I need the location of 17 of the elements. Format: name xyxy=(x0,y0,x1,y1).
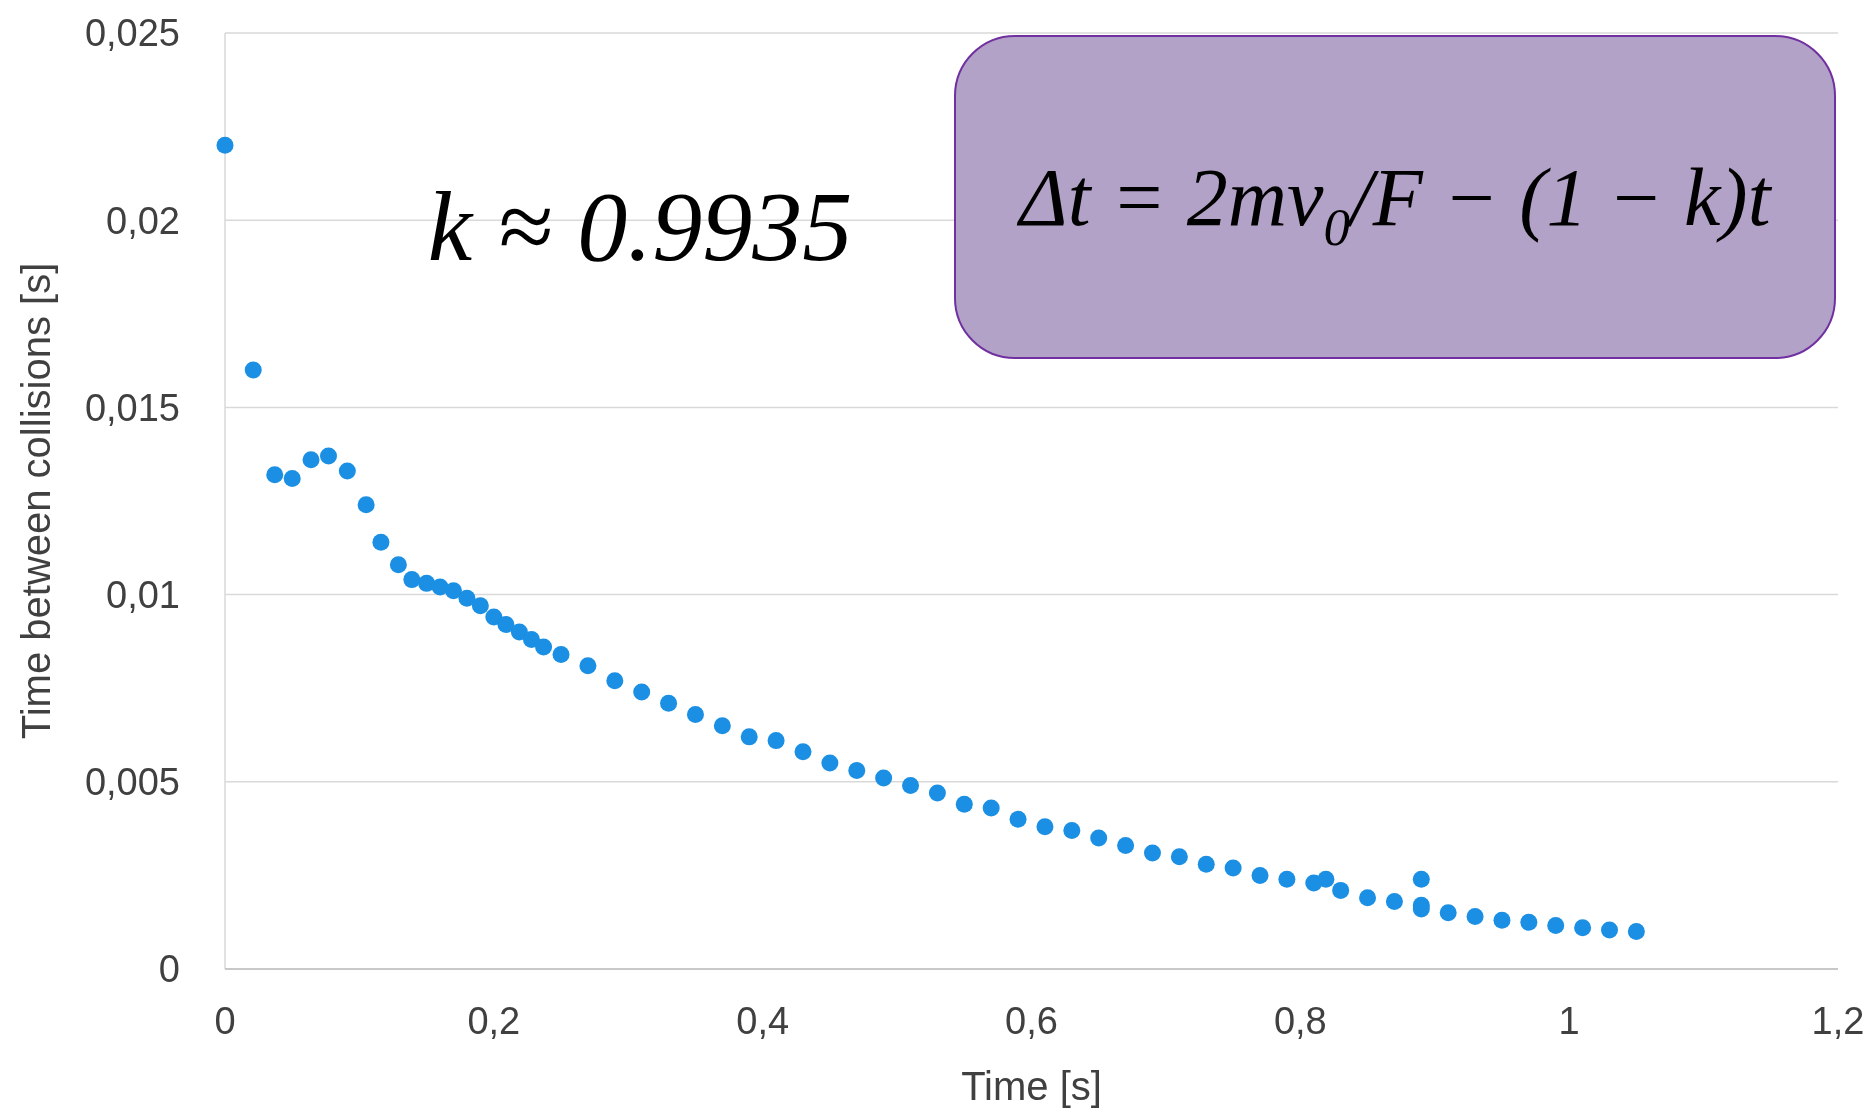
annotation: k ≈ 0.9935 xyxy=(427,171,853,282)
y-axis-title: Time between collisions [s] xyxy=(14,262,58,740)
x-tick-label: 0,4 xyxy=(736,1000,790,1042)
x-axis-title: Time [s] xyxy=(961,1064,1102,1108)
y-tick-label: 0,015 xyxy=(84,386,180,429)
y-tick-label: 0,02 xyxy=(106,199,180,242)
x-tick-label: 0,6 xyxy=(1005,1000,1058,1042)
x-tick-label: 1,2 xyxy=(1811,1000,1865,1042)
x-tick-label: 0,2 xyxy=(467,1000,521,1042)
x-tick-label: 1 xyxy=(1558,1000,1580,1042)
y-tick-label: 0,01 xyxy=(106,573,180,616)
annotation: Δt = 2mv$_{0}$/F − (1 − k)t xyxy=(1016,152,1773,257)
y-tick-label: 0 xyxy=(158,948,180,991)
x-tick-label: 0 xyxy=(214,1000,236,1042)
x-tick-label: 0,8 xyxy=(1273,1000,1327,1042)
y-tick-label: 0,025 xyxy=(84,12,180,55)
y-tick-label: 0,005 xyxy=(84,761,180,804)
